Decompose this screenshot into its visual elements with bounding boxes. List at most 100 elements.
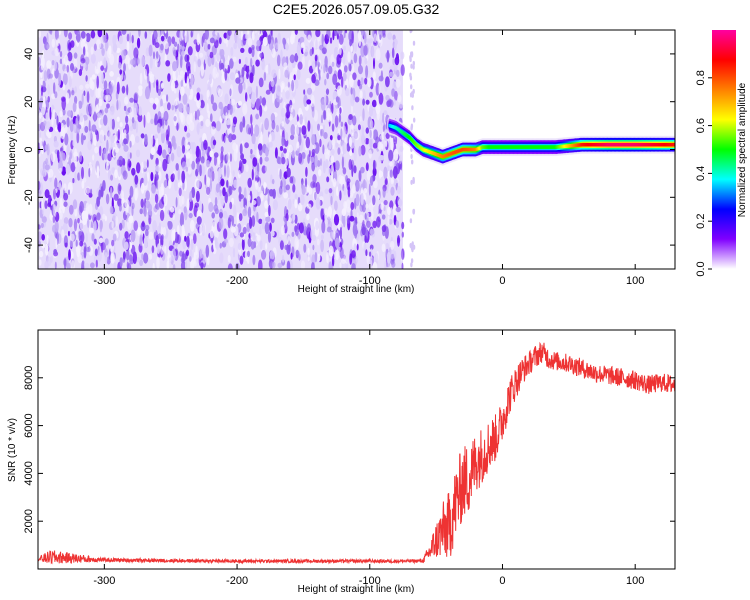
noise-blob [76, 131, 80, 144]
noise-blob [336, 186, 339, 197]
noise-blob [359, 116, 362, 122]
noise-blob [111, 239, 115, 247]
noise-blob [73, 123, 77, 134]
noise-blob [244, 142, 249, 149]
noise-blob [254, 124, 260, 137]
noise-blob [294, 193, 298, 200]
noise-blob [320, 114, 324, 124]
noise-blob [301, 56, 305, 69]
noise-blob [323, 63, 326, 74]
noise-blob [144, 31, 148, 39]
noise-blob [315, 30, 321, 38]
noise-blob [228, 237, 234, 248]
noise-blob [118, 62, 122, 69]
noise-blob [175, 69, 179, 79]
noise-blob [250, 241, 255, 250]
noise-blob [186, 235, 190, 248]
noise-blob [200, 262, 204, 269]
noise-blob [370, 209, 374, 221]
noise-blob [334, 200, 338, 211]
noise-blob [397, 94, 402, 103]
noise-blob [324, 78, 327, 86]
noise-blob [306, 203, 312, 209]
noise-blob [298, 55, 301, 62]
noise-blob [373, 33, 377, 43]
noise-blob [191, 160, 196, 170]
noise-blob [239, 232, 245, 238]
noise-blob [105, 193, 110, 205]
noise-blob [86, 91, 90, 103]
noise-blob [324, 214, 327, 220]
noise-blob [387, 215, 390, 226]
noise-blob [194, 202, 200, 208]
noise-blob [331, 148, 335, 156]
noise-blob [304, 177, 308, 188]
noise-blob [193, 233, 197, 245]
noise-blob [381, 214, 386, 220]
snr-x-tick-label: -200 [226, 575, 248, 587]
noise-blob [176, 234, 181, 245]
noise-blob [177, 43, 180, 52]
noise-blob [96, 68, 99, 75]
noise-blob [350, 45, 353, 53]
noise-blob [72, 178, 75, 184]
noise-blob [247, 86, 253, 95]
noise-blob [342, 142, 348, 155]
noise-blob [138, 85, 143, 91]
noise-blob [377, 141, 383, 151]
noise-blob [38, 30, 42, 38]
noise-blob [45, 100, 49, 110]
noise-blob [127, 151, 131, 162]
noise-blob [254, 170, 260, 178]
noise-blob [156, 149, 162, 155]
noise-blob [141, 253, 144, 260]
noise-blob [350, 202, 355, 210]
noise-blob [55, 38, 60, 47]
spectrogram-y-tick-label: 20 [23, 96, 35, 108]
noise-blob [130, 59, 136, 66]
noise-blob [259, 192, 264, 202]
noise-blob [163, 40, 169, 50]
noise-blob [108, 130, 112, 139]
noise-blob [279, 240, 284, 251]
noise-blob [160, 244, 164, 255]
noise-blob [214, 208, 219, 215]
noise-blob [376, 110, 380, 121]
noise-blob [310, 94, 315, 108]
noise-blob [60, 122, 65, 136]
noise-blob [173, 41, 178, 47]
noise-blob [79, 112, 84, 123]
noise-blob [224, 60, 229, 69]
noise-blob [209, 73, 212, 85]
noise-blob [268, 189, 274, 197]
noise-blob [126, 217, 132, 231]
noise-blob [263, 71, 267, 81]
noise-blob [81, 166, 84, 180]
noise-blob [99, 134, 104, 144]
noise-blob [178, 209, 182, 215]
noise-blob [212, 240, 216, 251]
noise-blob [209, 37, 215, 44]
noise-blob [395, 220, 400, 229]
noise-blob [146, 171, 150, 182]
noise-blob [355, 257, 359, 263]
noise-blob [269, 141, 273, 148]
noise-blob [209, 150, 214, 158]
noise-blob [314, 38, 319, 49]
noise-blob [365, 203, 369, 209]
noise-blob [131, 44, 135, 51]
noise-blob [378, 75, 384, 82]
noise-blob [73, 57, 78, 69]
noise-blob [47, 194, 52, 207]
noise-blob [247, 177, 252, 188]
noise-blob [355, 193, 360, 207]
noise-blob [238, 58, 241, 64]
snr-x-tick-label: -100 [359, 575, 381, 587]
noise-blob [209, 229, 214, 239]
spectrogram-x-label: Height of straight line (km) [298, 284, 415, 295]
noise-blob [264, 211, 269, 217]
noise-blob [366, 255, 370, 265]
noise-blob [229, 72, 235, 81]
noise-blob [329, 135, 333, 141]
noise-blob [62, 83, 66, 91]
